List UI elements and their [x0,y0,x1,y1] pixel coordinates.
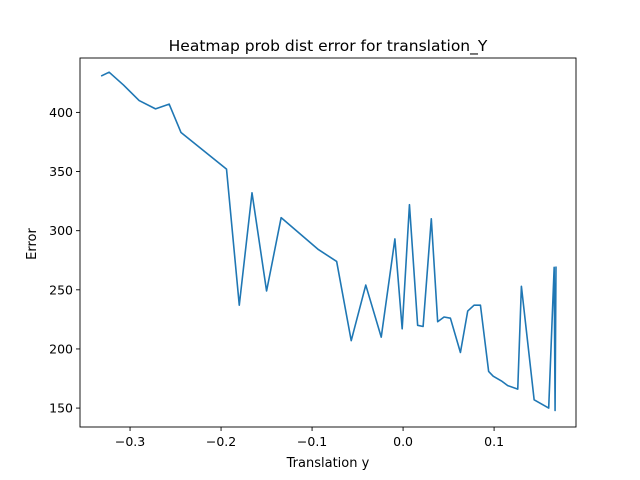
y-tick-label-0: 150 [49,401,73,416]
y-tick-label-3: 300 [49,223,73,238]
y-axis-label: Error [25,228,40,260]
x-tick-label-1: −0.2 [206,434,236,449]
chart-title: Heatmap prob dist error for translation_… [169,37,488,56]
x-tick-label-3: 0.0 [393,434,413,449]
y-tick-label-1: 200 [49,341,73,356]
x-tick-label-0: −0.3 [115,434,145,449]
y-tick-label-2: 250 [49,282,73,297]
x-axis-label: Translation y [286,456,370,471]
plot-frame [79,57,577,428]
plot-area: −0.3 −0.2 −0.1 0.0 0.1 150 200 250 300 350 400 [49,57,577,449]
series-line-0 [100,71,557,412]
x-tick-label-2: −0.1 [297,434,327,449]
y-tick-label-5: 400 [49,105,73,120]
y-tick-label-4: 350 [49,164,73,179]
x-tick-label-4: 0.1 [484,434,504,449]
